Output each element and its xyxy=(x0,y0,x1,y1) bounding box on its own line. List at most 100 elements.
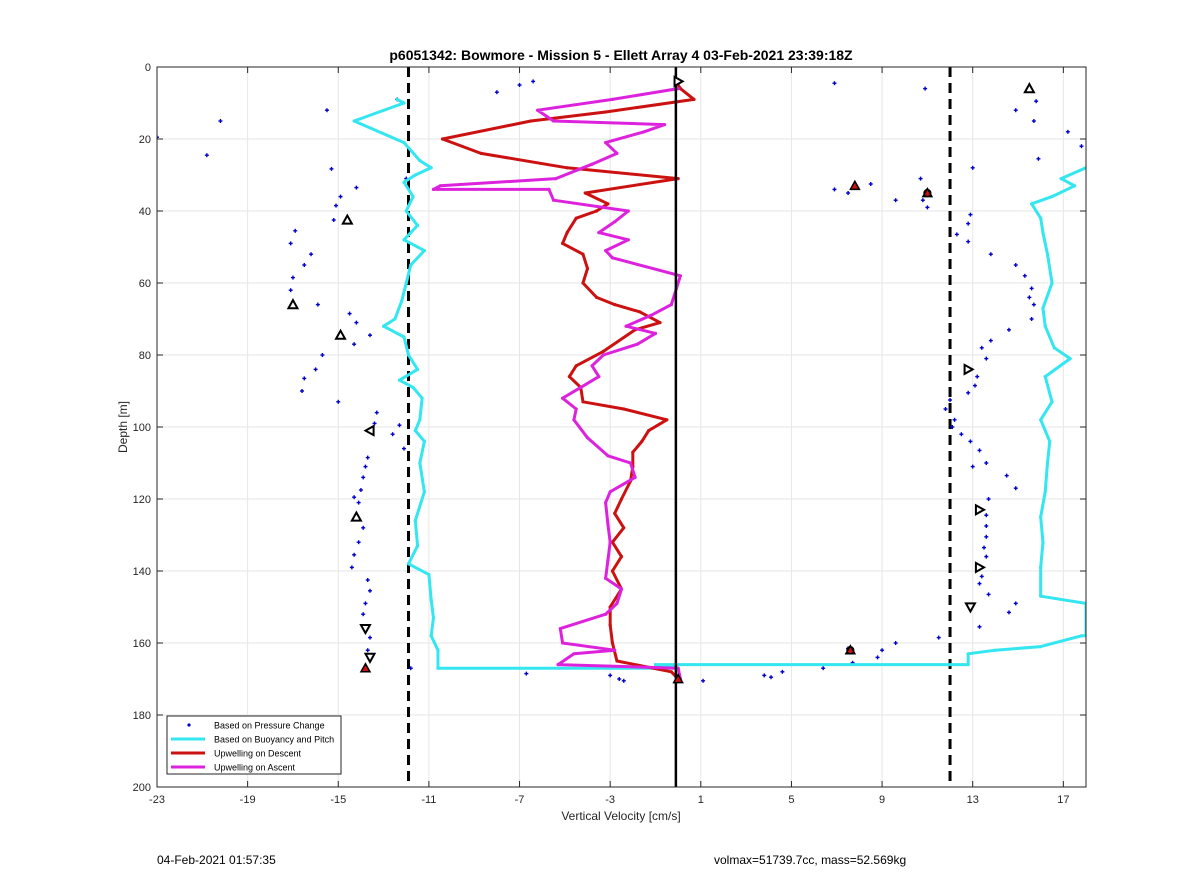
y-axis-ticks: 0 20 40 60 80 100 120 140 160 180 200 xyxy=(133,62,1086,794)
y-tick-label: 200 xyxy=(133,782,151,794)
line-vertex xyxy=(402,238,406,242)
line-vertex xyxy=(601,353,605,357)
triangle-right-marker xyxy=(963,363,975,376)
triangle-down-marker xyxy=(359,624,372,636)
line-vertex xyxy=(1041,540,1045,544)
line-vertex xyxy=(653,331,658,335)
line-vertex xyxy=(551,119,556,123)
legend-swatch-point xyxy=(187,723,191,727)
line-vertex xyxy=(427,573,431,577)
line-vertex xyxy=(551,198,556,202)
line-vertex xyxy=(606,558,610,562)
line-vertex xyxy=(558,627,562,631)
line-vertex xyxy=(402,141,406,145)
line-vertex xyxy=(418,418,422,422)
line-vertex xyxy=(615,151,619,155)
line-vertex xyxy=(678,87,683,91)
y-tick-label: 140 xyxy=(133,566,151,578)
line-vertex xyxy=(1039,594,1043,598)
y-tick-label: 60 xyxy=(139,278,151,290)
y-tick-label: 180 xyxy=(133,710,151,722)
line-vertex xyxy=(1043,490,1047,494)
x-axis-label: Vertical Velocity [cm/s] xyxy=(561,809,680,823)
line-vertex xyxy=(610,256,615,260)
line-vertex xyxy=(597,231,601,235)
line-vertex xyxy=(415,223,420,227)
line-vertex xyxy=(404,209,408,213)
line-vertex xyxy=(393,317,397,321)
line-vertex xyxy=(1039,515,1043,519)
line-vertex xyxy=(615,659,619,663)
y-tick-label: 120 xyxy=(133,494,151,506)
line-vertex xyxy=(411,385,415,389)
line-vertex xyxy=(676,87,680,91)
line-vertex xyxy=(574,216,578,220)
line-vertex xyxy=(613,648,617,652)
line-vertex xyxy=(610,569,615,573)
line-vertex xyxy=(1052,346,1056,350)
x-tick-label: 13 xyxy=(967,794,979,806)
line-vertex xyxy=(418,461,422,465)
x-tick-label: -23 xyxy=(149,794,165,806)
y-tick-label: 80 xyxy=(139,350,151,362)
line-vertex xyxy=(1039,565,1043,570)
line-vertex xyxy=(626,238,630,242)
line-vertex xyxy=(556,663,560,667)
y-tick-label: 0 xyxy=(145,62,151,74)
line-vertex xyxy=(1073,184,1077,188)
line-vertex xyxy=(572,418,576,422)
line-vertex xyxy=(581,400,585,404)
line-vertex xyxy=(594,209,599,213)
line-vertex xyxy=(966,652,970,656)
line-vertex xyxy=(404,281,408,285)
triangle-down-marker xyxy=(363,652,377,664)
line-vertex xyxy=(597,375,601,379)
x-tick-label: 5 xyxy=(788,794,794,806)
line-vertex xyxy=(1050,400,1054,404)
x-tick-label: -11 xyxy=(421,794,436,806)
line-vertex xyxy=(642,130,646,134)
x-tick-label: -19 xyxy=(240,794,256,806)
line-vertex xyxy=(678,274,683,278)
line-vertex xyxy=(1041,231,1045,235)
line-vertex xyxy=(554,177,558,181)
legend: Based on Pressure Change Based on Buoyanc… xyxy=(166,715,342,775)
line-vertex xyxy=(615,601,619,606)
triangle-right-marker xyxy=(673,75,685,88)
line-vertex xyxy=(560,641,565,645)
line-vertex xyxy=(583,191,587,195)
legend-box xyxy=(166,715,342,775)
line-vertex xyxy=(565,166,569,170)
line-vertex xyxy=(429,598,433,602)
line-vertex xyxy=(604,110,608,114)
line-vertex xyxy=(581,252,585,256)
line-vertex xyxy=(619,497,624,501)
line-vertex xyxy=(631,450,635,454)
line-vertex xyxy=(993,648,997,652)
x-axis-ticks: -23 -19 -15 -11 -7 -3 1 5 9 13 17 xyxy=(149,67,1069,806)
line-vertex xyxy=(574,364,578,368)
line-vertex xyxy=(438,184,442,188)
line-vertex xyxy=(669,670,673,674)
line-vertex xyxy=(594,295,599,299)
line-vertex xyxy=(590,364,594,368)
line-vertex xyxy=(402,335,406,339)
triangle-right-marker xyxy=(974,503,987,516)
line-vertex xyxy=(1039,645,1043,649)
line-vertex xyxy=(610,641,615,645)
line-vertex xyxy=(1039,216,1043,220)
triangle-up-hollow-marker xyxy=(286,298,300,310)
line-vertex xyxy=(422,439,426,443)
line-vertex xyxy=(662,123,667,127)
legend-label: Upwelling on Descent xyxy=(214,749,302,759)
series-clip-group xyxy=(157,79,1086,683)
legend-label: Based on Buoyancy and Pitch xyxy=(214,735,334,745)
line-vertex xyxy=(604,249,608,253)
line-vertex xyxy=(413,519,417,523)
line-vertex xyxy=(613,511,617,515)
line-vertex xyxy=(479,151,483,155)
line-vertex xyxy=(624,324,628,328)
line-vertex xyxy=(628,461,633,465)
line-vertex xyxy=(431,616,436,620)
